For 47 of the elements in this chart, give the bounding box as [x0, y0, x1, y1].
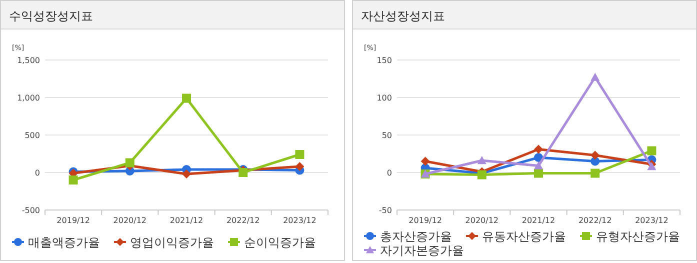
x-tick-label: 2020/12 [465, 216, 499, 225]
point [477, 156, 486, 164]
x-tick-label: 2020/12 [113, 216, 147, 225]
legend-label: 총자산증가율 [380, 230, 452, 244]
y-tick-label: -500 [22, 206, 40, 215]
point [647, 146, 656, 156]
y-tick-label: 100 [376, 94, 392, 102]
x-tick-label: 2023/12 [283, 216, 316, 225]
point [125, 158, 134, 168]
x-tick-label: 2019/12 [408, 216, 442, 225]
x-tick-label: 2021/12 [170, 216, 204, 225]
y-tick-label: 500 [24, 131, 40, 140]
y-tick-label: 1,000 [17, 94, 40, 102]
point [182, 170, 191, 178]
y-tick-label: 1,500 [17, 56, 40, 65]
legend-label: 매출액증가율 [28, 236, 100, 250]
point [295, 162, 304, 171]
x-tick-label: 2021/12 [522, 216, 556, 225]
x-tick-label: 2019/12 [56, 216, 90, 225]
point [590, 168, 600, 178]
y-tick-label: -50 [378, 206, 392, 215]
y-tick-label: 0 [386, 168, 392, 178]
point [182, 94, 191, 103]
legend-label: 영업이익증가율 [130, 236, 214, 250]
point [68, 176, 78, 184]
point [534, 153, 543, 162]
y-tick-label: 0 [34, 168, 40, 178]
point [647, 162, 656, 170]
x-tick-label: 2023/12 [635, 216, 668, 225]
point [534, 161, 543, 170]
legend-label: 유형자산증가율 [596, 230, 680, 244]
legend-label: 유동자산증가율 [482, 230, 566, 244]
x-tick-label: 2022/12 [578, 216, 612, 225]
legend-label: 자기자본증가율 [380, 244, 464, 258]
point [534, 168, 543, 178]
chart-title: 수익성장성지표 [9, 9, 93, 23]
point [534, 144, 543, 154]
point [295, 150, 304, 159]
y-tick-label: 150 [376, 56, 392, 65]
point [590, 72, 600, 81]
x-tick-label: 2022/12 [226, 216, 260, 225]
chart-title: 자산성장성지표 [361, 9, 445, 23]
point [420, 156, 430, 166]
point [590, 150, 600, 160]
legend-label: 순이익증가율 [244, 236, 316, 250]
point [238, 168, 248, 177]
y-tick-label: 50 [382, 131, 392, 140]
